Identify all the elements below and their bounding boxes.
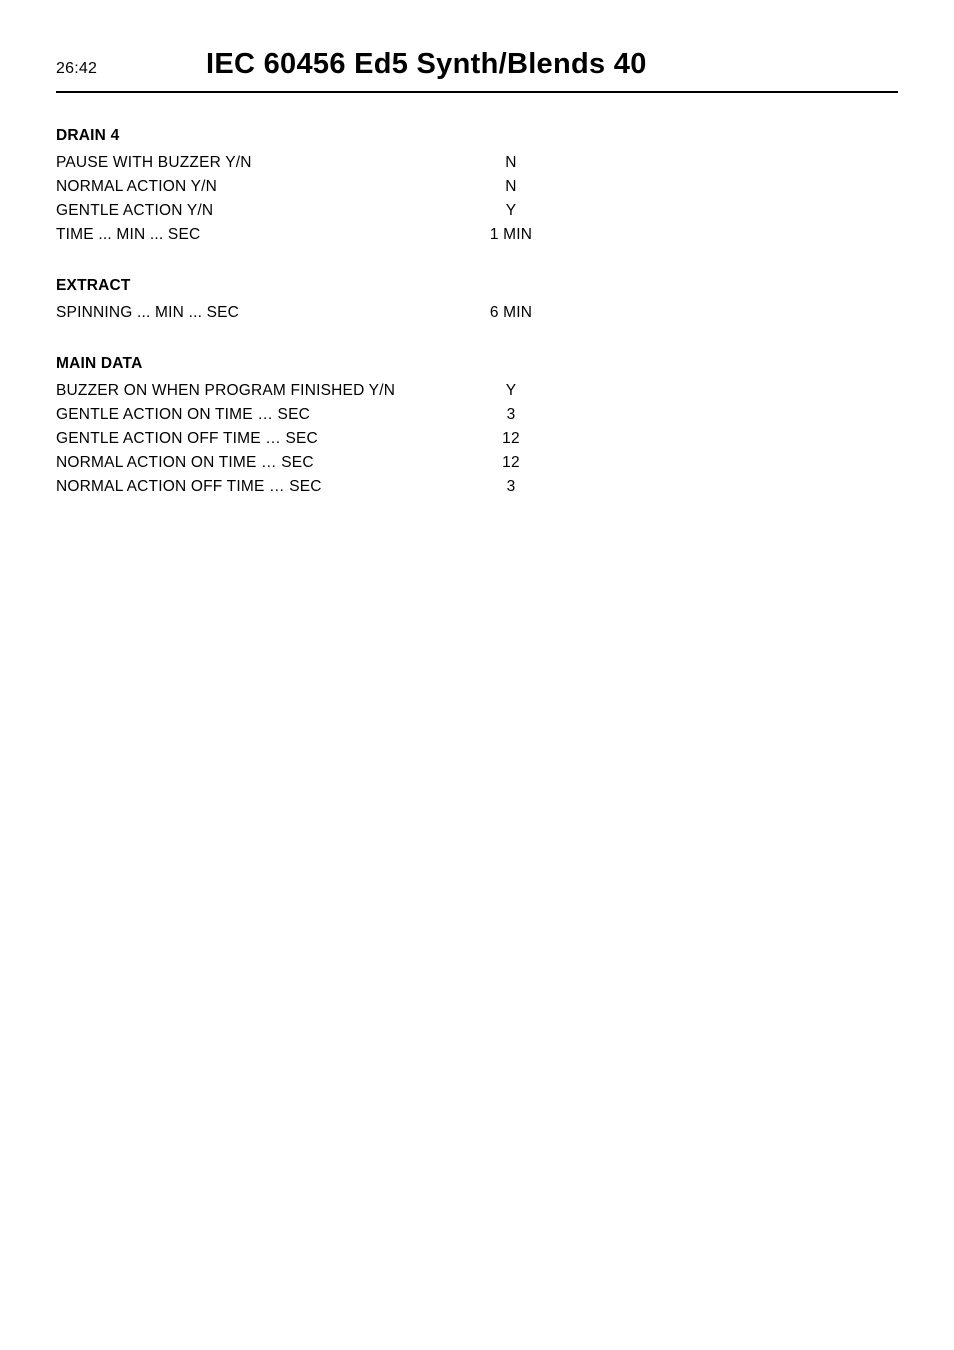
row-label: NORMAL ACTION ON TIME … SEC	[56, 451, 471, 475]
section-title: MAIN DATA	[56, 355, 898, 373]
row-label: GENTLE ACTION OFF TIME … SEC	[56, 427, 471, 451]
section-title: DRAIN 4	[56, 127, 898, 145]
page-title: IEC 60456 Ed5 Synth/Blends 40	[206, 48, 647, 81]
data-row: TIME ... MIN ... SEC1 MIN	[56, 223, 898, 247]
row-value: Y	[471, 379, 551, 403]
data-row: BUZZER ON WHEN PROGRAM FINISHED Y/NY	[56, 379, 898, 403]
row-value: Y	[471, 199, 551, 223]
row-value: 3	[471, 475, 551, 499]
row-value: 12	[471, 427, 551, 451]
data-row: PAUSE WITH BUZZER Y/NN	[56, 151, 898, 175]
page-number: 26:42	[56, 60, 206, 78]
row-label: SPINNING ... MIN ... SEC	[56, 301, 471, 325]
sections-container: DRAIN 4PAUSE WITH BUZZER Y/NNNORMAL ACTI…	[56, 127, 898, 499]
data-row: NORMAL ACTION Y/NN	[56, 175, 898, 199]
row-label: TIME ... MIN ... SEC	[56, 223, 471, 247]
data-row: GENTLE ACTION Y/NY	[56, 199, 898, 223]
page: 26:42 IEC 60456 Ed5 Synth/Blends 40 DRAI…	[0, 0, 954, 499]
row-label: GENTLE ACTION ON TIME … SEC	[56, 403, 471, 427]
data-row: GENTLE ACTION OFF TIME … SEC12	[56, 427, 898, 451]
section-title: EXTRACT	[56, 277, 898, 295]
row-label: NORMAL ACTION OFF TIME … SEC	[56, 475, 471, 499]
data-row: GENTLE ACTION ON TIME … SEC3	[56, 403, 898, 427]
row-label: NORMAL ACTION Y/N	[56, 175, 471, 199]
row-value: 1 MIN	[471, 223, 551, 247]
row-label: GENTLE ACTION Y/N	[56, 199, 471, 223]
row-value: 12	[471, 451, 551, 475]
header-row: 26:42 IEC 60456 Ed5 Synth/Blends 40	[56, 48, 898, 81]
data-row: SPINNING ... MIN ... SEC6 MIN	[56, 301, 898, 325]
row-label: PAUSE WITH BUZZER Y/N	[56, 151, 471, 175]
data-row: NORMAL ACTION ON TIME … SEC12	[56, 451, 898, 475]
header-rule	[56, 91, 898, 93]
row-value: N	[471, 175, 551, 199]
row-value: N	[471, 151, 551, 175]
row-value: 3	[471, 403, 551, 427]
data-row: NORMAL ACTION OFF TIME … SEC3	[56, 475, 898, 499]
row-label: BUZZER ON WHEN PROGRAM FINISHED Y/N	[56, 379, 471, 403]
row-value: 6 MIN	[471, 301, 551, 325]
